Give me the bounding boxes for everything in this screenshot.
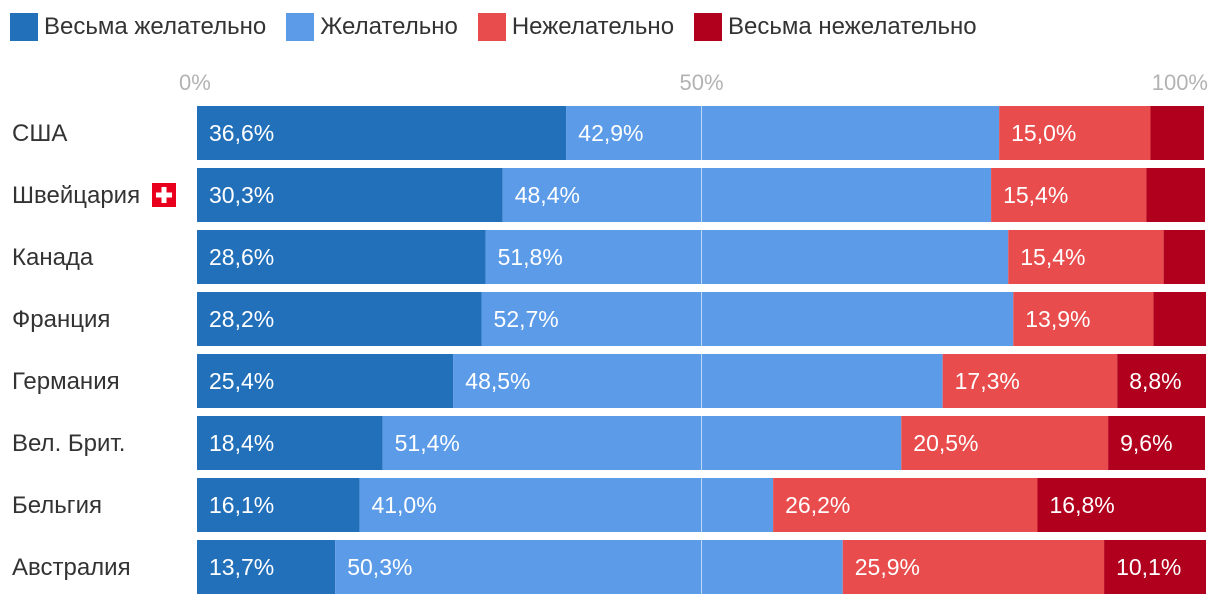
bar-segment — [453, 354, 943, 408]
category-label: Бельгия — [12, 492, 102, 519]
category-label: Австралия — [12, 554, 131, 581]
data-label: 51,4% — [395, 430, 460, 456]
data-label: 48,4% — [515, 182, 580, 208]
data-label: 13,7% — [209, 554, 274, 580]
data-label: 13,9% — [1025, 306, 1090, 332]
bar-segment — [335, 540, 843, 594]
legend-item: Весьма нежелательно — [694, 13, 977, 41]
bar-segment — [1146, 168, 1205, 222]
data-label: 51,8% — [498, 244, 563, 270]
data-label: 15,4% — [1020, 244, 1085, 270]
legend-label: Весьма желательно — [44, 13, 267, 40]
data-label: 36,6% — [209, 120, 274, 146]
bar-segment — [359, 478, 774, 532]
bar-segment — [1163, 230, 1205, 284]
category-label: Германия — [12, 368, 120, 395]
data-label: 8,8% — [1129, 368, 1181, 394]
data-label: 42,9% — [578, 120, 643, 146]
legend-label: Весьма нежелательно — [728, 13, 977, 40]
bar-segment — [197, 478, 360, 532]
legend-swatch — [286, 13, 315, 41]
legend-item: Весьма желательно — [10, 13, 266, 41]
bar-segment — [197, 292, 482, 346]
swiss-flag-icon — [152, 183, 176, 207]
category-label: США — [12, 120, 67, 147]
category-label: Канада — [12, 244, 94, 271]
bar-segment — [1013, 292, 1154, 346]
bar-segment — [1108, 416, 1205, 470]
data-label: 25,4% — [209, 368, 274, 394]
x-tick-label: 100% — [1152, 70, 1208, 95]
data-label: 15,0% — [1011, 120, 1076, 146]
bar-segment — [942, 354, 1118, 408]
legend-label: Желательно — [320, 13, 458, 40]
bar-segment — [566, 106, 1000, 160]
bar-segment — [197, 106, 567, 160]
data-label: 17,3% — [955, 368, 1020, 394]
bar-segment — [197, 354, 454, 408]
data-label: 20,5% — [913, 430, 978, 456]
data-label: 48,5% — [465, 368, 530, 394]
bar-segment — [1153, 292, 1206, 346]
bar-segment — [1117, 354, 1206, 408]
data-label: 15,4% — [1003, 182, 1068, 208]
bar-segment — [197, 230, 486, 284]
data-label: 52,7% — [494, 306, 559, 332]
bar-segment — [991, 168, 1147, 222]
bar-segment — [901, 416, 1109, 470]
legend-label: Нежелательно — [511, 13, 675, 40]
category-label: Франция — [12, 306, 110, 333]
legend-swatch — [477, 13, 506, 41]
bar-segment — [1037, 478, 1206, 532]
data-label: 25,9% — [855, 554, 920, 580]
legend: Весьма желательно Желательно Нежелательно В… — [10, 12, 997, 42]
data-label: 10,1% — [1116, 554, 1181, 580]
data-label: 18,4% — [209, 430, 274, 456]
data-label: 28,2% — [209, 306, 274, 332]
category-label: Вел. Брит. — [12, 430, 125, 457]
legend-swatch — [694, 13, 723, 41]
data-label: 9,6% — [1120, 430, 1172, 456]
legend-item: Нежелательно — [477, 13, 675, 41]
bar-segment — [197, 540, 336, 594]
category-label: Швейцария — [12, 182, 140, 209]
bar-segment — [1008, 230, 1164, 284]
data-label: 50,3% — [347, 554, 412, 580]
data-label: 26,2% — [785, 492, 850, 518]
data-label: 30,3% — [209, 182, 274, 208]
bar-segment — [382, 416, 902, 470]
legend-item: Желательно — [286, 13, 458, 41]
x-tick-label: 0% — [179, 70, 211, 95]
bar-segment — [999, 106, 1151, 160]
bar-segment — [481, 292, 1014, 346]
bar-segment — [485, 230, 1009, 284]
data-label: 28,6% — [209, 244, 274, 270]
bar-segment — [842, 540, 1105, 594]
bar-segment — [502, 168, 992, 222]
data-label: 41,0% — [371, 492, 436, 518]
x-tick-label: 50% — [679, 70, 723, 95]
bar-segment — [773, 478, 1038, 532]
bar-segment — [1150, 106, 1204, 160]
bar-segment — [197, 168, 503, 222]
legend-swatch — [10, 13, 38, 41]
data-label: 16,1% — [209, 492, 274, 518]
bar-segment — [197, 416, 383, 470]
data-label: 16,8% — [1049, 492, 1114, 518]
bar-segment — [1104, 540, 1206, 594]
